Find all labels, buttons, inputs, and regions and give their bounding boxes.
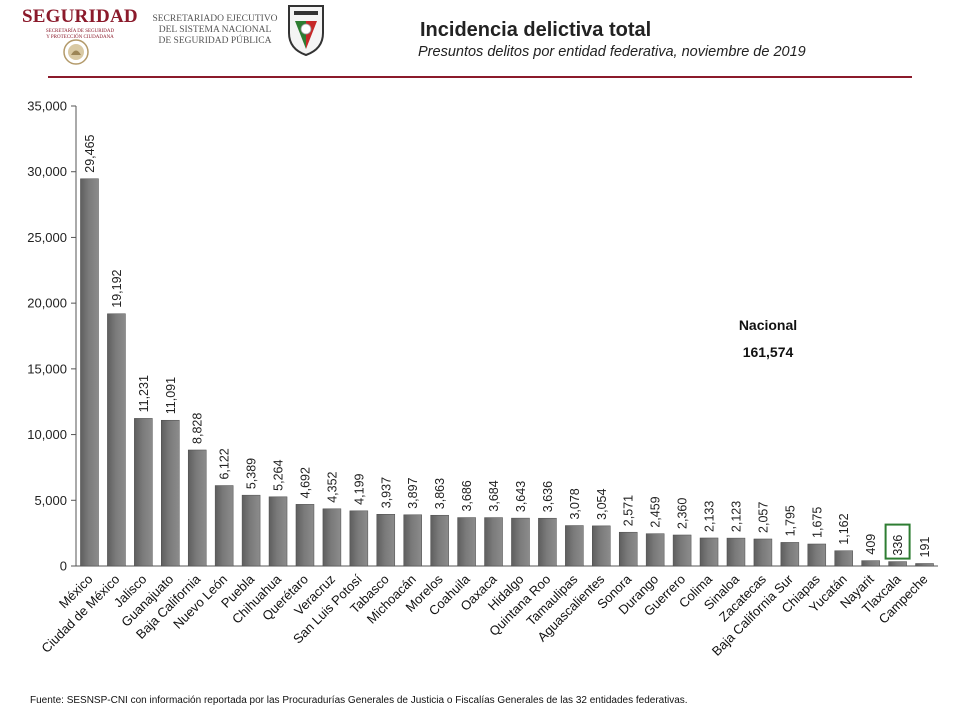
- secretariado-line-2: DEL SISTEMA NACIONAL: [158, 25, 272, 35]
- value-labels-group: 29,465 19,192 11,231 11,091 8,828 6,122 5,389 5…: [83, 134, 932, 560]
- bar-value-label: 11,091: [164, 377, 178, 414]
- bars-group: [80, 178, 934, 567]
- bar: [645, 533, 665, 567]
- bar: [807, 543, 827, 567]
- bar-value-label: 3,863: [433, 478, 447, 509]
- bar-value-label: 5,389: [245, 458, 259, 489]
- chart-subtitle: Presuntos delitos por entidad federativa…: [418, 44, 806, 60]
- bar-value-label: 2,360: [676, 498, 690, 529]
- logo-sub-line-1: SECRETARÍA DE SEGURIDAD: [45, 29, 115, 34]
- nacional-label: Nacional: [738, 317, 798, 333]
- bar: [214, 485, 234, 567]
- bar: [349, 510, 369, 567]
- bar: [753, 538, 773, 567]
- bar: [161, 419, 180, 567]
- bar: [295, 504, 315, 567]
- bar: [834, 550, 853, 567]
- bar: [618, 531, 638, 567]
- bar: [187, 449, 207, 567]
- mexico-seal-icon: [63, 39, 89, 65]
- bar-value-label: 11,231: [137, 375, 151, 412]
- bar-value-label: 2,571: [622, 495, 636, 526]
- secretariado-logo-text: SECRETARIADO EJECUTIVO DEL SISTEMA NACIO…: [150, 14, 280, 47]
- bar: [457, 517, 476, 567]
- seguridad-logo: SEGURIDAD SECRETARÍA DE SEGURIDAD Y PROT…: [22, 6, 140, 41]
- bar-value-label: 29,465: [83, 134, 97, 172]
- bar-value-label: 3,054: [595, 489, 609, 520]
- bar-value-label: 5,264: [272, 459, 286, 490]
- bar: [376, 514, 396, 567]
- bar-value-label: 8,828: [191, 413, 205, 444]
- bar: [699, 537, 719, 567]
- bar-value-label: 336: [891, 535, 905, 556]
- bar: [430, 514, 449, 567]
- bar: [538, 517, 557, 567]
- bar-value-label: 3,686: [460, 480, 474, 511]
- logo-sub-line-2: Y PROTECCIÓN CIUDADANA: [46, 35, 114, 40]
- y-tick-label: 0: [60, 559, 67, 574]
- highlight-box: [884, 523, 911, 560]
- bar: [241, 494, 261, 567]
- header-divider: [48, 76, 912, 78]
- bar-value-label: 2,123: [729, 501, 743, 532]
- bar-value-label: 1,675: [810, 507, 824, 538]
- y-tick-label: 10,000: [27, 427, 67, 442]
- bar: [565, 525, 584, 567]
- bar-value-label: 409: [864, 534, 878, 555]
- bar-value-label: 1,795: [783, 505, 797, 536]
- bar: [592, 525, 611, 567]
- secretariado-line-3: DE SEGURIDAD PÚBLICA: [158, 36, 272, 46]
- bar-value-label: 4,352: [325, 471, 339, 502]
- bar-value-label: 4,692: [298, 467, 312, 498]
- bar: [322, 508, 342, 567]
- bar-value-label: 2,057: [756, 502, 770, 533]
- bar: [268, 496, 288, 567]
- y-tick-label: 15,000: [27, 361, 67, 376]
- secretariado-line-1: SECRETARIADO EJECUTIVO: [152, 14, 278, 24]
- bar: [107, 313, 126, 567]
- bar: [915, 563, 934, 567]
- bar-value-label: 3,937: [379, 477, 393, 508]
- logo-subtitle: SECRETARÍA DE SEGURIDAD Y PROTECCIÓN CIU…: [30, 29, 130, 41]
- bar: [726, 537, 746, 567]
- bar-value-label: 4,199: [352, 473, 366, 504]
- y-tick-label: 5,000: [34, 493, 67, 508]
- bar: [134, 418, 153, 567]
- bar-value-label: 2,133: [703, 501, 717, 532]
- bar-value-label: 1,162: [837, 513, 851, 544]
- y-tick-label: 25,000: [27, 230, 67, 245]
- y-tick-label: 20,000: [27, 296, 67, 311]
- bar: [888, 561, 907, 567]
- sesnsp-shield-icon: [288, 5, 324, 57]
- logo-word: SEGURIDAD: [22, 6, 138, 27]
- bar-value-label: 19,192: [110, 269, 124, 307]
- chart-title: Incidencia delictiva total: [420, 19, 652, 41]
- y-tick-label: 30,000: [27, 164, 67, 179]
- bar: [511, 517, 530, 567]
- y-tick-label: 35,000: [27, 99, 67, 114]
- bar: [403, 514, 422, 567]
- bar-value-label: 191: [918, 537, 932, 558]
- bar-value-label: 3,897: [406, 477, 420, 508]
- header: SEGURIDAD SECRETARÍA DE SEGURIDAD Y PROT…: [0, 0, 960, 80]
- bar-value-label: 3,636: [541, 481, 555, 512]
- bar-chart: 0 5,000 10,000 15,000 20,000 25,000 30,000 35,0…: [27, 99, 938, 659]
- bar: [780, 542, 800, 567]
- source-note: Fuente: SESNSP-CNI con información repor…: [30, 695, 688, 706]
- bar: [672, 534, 692, 567]
- bar: [80, 178, 99, 567]
- bar-value-label: 6,122: [218, 448, 232, 479]
- bar-value-label: 3,684: [487, 480, 501, 511]
- bar: [861, 560, 880, 567]
- bar-value-label: 2,459: [649, 496, 663, 527]
- bar-value-label: 3,643: [514, 481, 528, 512]
- bar-value-label: 3,078: [568, 488, 582, 519]
- bar: [484, 517, 503, 567]
- nacional-value: 161,574: [742, 344, 794, 360]
